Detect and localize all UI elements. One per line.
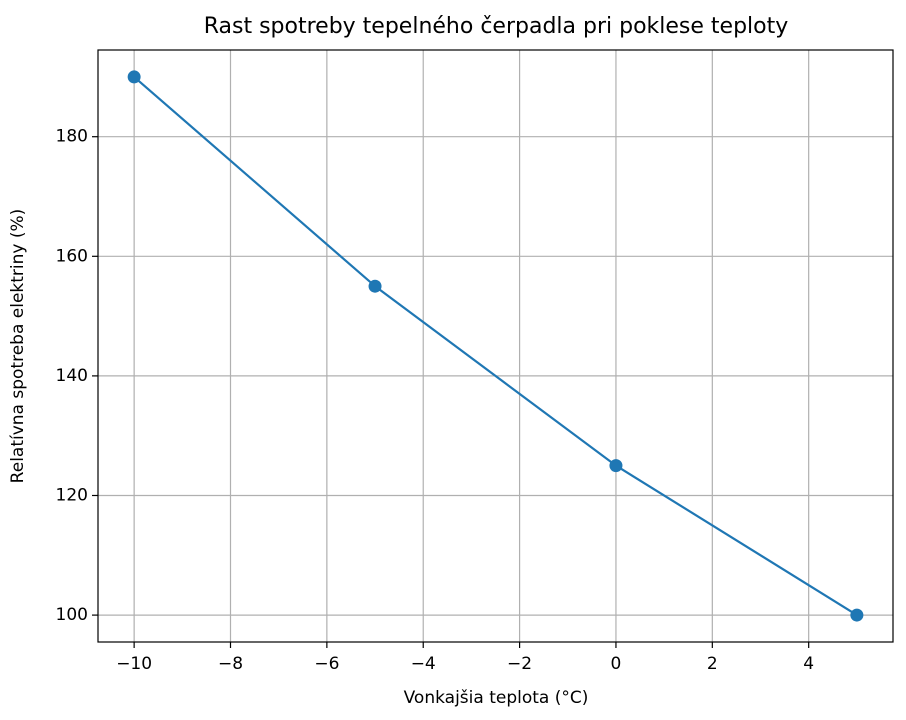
data-line [133, 76, 858, 617]
data-point [609, 459, 623, 473]
x-tick-label: 2 [707, 654, 718, 674]
plot-frame [97, 49, 894, 643]
x-tick-label: −8 [218, 654, 243, 674]
y-axis-label: Relatívna spotreba elektriny (%) [8, 209, 28, 484]
data-point [368, 279, 382, 293]
y-tick-label: 160 [56, 246, 88, 266]
x-tick-label: −10 [116, 654, 152, 674]
y-tick-label: 180 [56, 127, 88, 147]
x-tick-label: −6 [314, 654, 339, 674]
data-point [850, 608, 864, 622]
x-tick-label: 4 [803, 654, 814, 674]
x-axis-label: Vonkajšia teplota (°C) [404, 688, 589, 708]
y-tick-label: 120 [56, 485, 88, 505]
y-tick-label: 100 [56, 605, 88, 625]
data-point [127, 70, 141, 84]
x-tick-label: −2 [507, 654, 532, 674]
y-tick-label: 140 [56, 366, 88, 386]
chart-title: Rast spotreby tepelného čerpadla pri pok… [204, 14, 789, 39]
x-tick-label: 0 [611, 654, 622, 674]
x-tick-label: −4 [411, 654, 436, 674]
